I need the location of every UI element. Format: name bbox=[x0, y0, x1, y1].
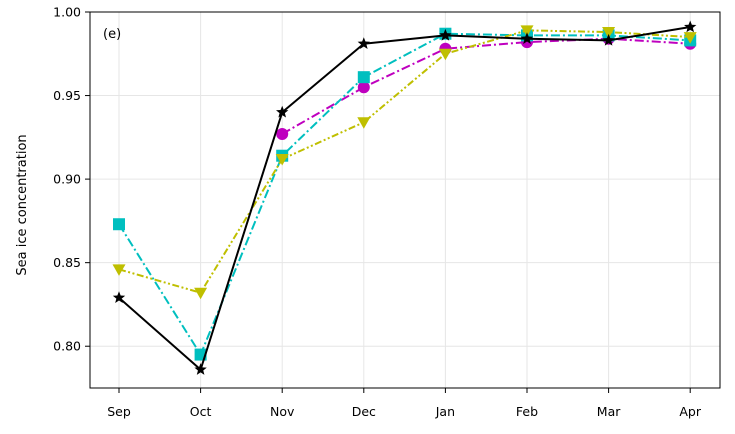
data-point-triangle bbox=[194, 287, 208, 300]
x-tick-label: Apr bbox=[679, 404, 701, 419]
y-tick-label: 0.85 bbox=[53, 255, 81, 270]
data-point-triangle bbox=[275, 154, 289, 166]
data-point-square bbox=[357, 71, 370, 84]
data-point-circle bbox=[276, 127, 289, 140]
y-tick-label: 0.80 bbox=[53, 339, 81, 354]
x-tick-label: Nov bbox=[270, 404, 295, 419]
y-axis-label: Sea ice concentration bbox=[15, 134, 30, 275]
series-line bbox=[118, 26, 691, 371]
series-line bbox=[118, 32, 691, 356]
series-group bbox=[112, 20, 697, 375]
x-tick-label: Dec bbox=[352, 404, 376, 419]
data-point-star bbox=[357, 37, 370, 50]
data-point-star bbox=[520, 32, 534, 44]
x-tick-label: Mar bbox=[597, 404, 621, 419]
data-point-star bbox=[194, 363, 207, 375]
series-line bbox=[118, 29, 691, 294]
panel-label: (e) bbox=[103, 27, 121, 42]
x-tick-label: Feb bbox=[516, 404, 538, 419]
plot-frame bbox=[89, 11, 721, 389]
data-point-triangle bbox=[357, 117, 371, 129]
data-point-triangle bbox=[683, 32, 697, 44]
data-point-circle bbox=[357, 81, 370, 94]
data-point-triangle bbox=[112, 264, 126, 276]
x-tick-label: Jan bbox=[435, 404, 455, 419]
data-point-star bbox=[276, 105, 289, 118]
data-point-triangle bbox=[520, 25, 534, 37]
data-point-star bbox=[684, 20, 697, 33]
data-point-triangle bbox=[602, 27, 616, 39]
data-point-triangle bbox=[438, 48, 452, 61]
series-line bbox=[281, 37, 691, 135]
series-3 bbox=[112, 25, 697, 300]
data-point-star bbox=[112, 291, 126, 304]
y-tick-label: 0.90 bbox=[53, 172, 81, 187]
x-axis: Sep Oct Nov Dec Jan Feb Mar Apr bbox=[107, 388, 702, 419]
series-1 bbox=[276, 32, 697, 140]
data-point-star bbox=[602, 33, 615, 46]
data-point-square bbox=[113, 218, 125, 231]
x-tick-label: Sep bbox=[107, 404, 131, 419]
series-4 bbox=[112, 20, 697, 375]
x-tick-label: Oct bbox=[190, 404, 212, 419]
data-point-star bbox=[439, 28, 452, 41]
y-axis: 0.80 0.85 0.90 0.95 1.00 bbox=[53, 5, 90, 354]
y-tick-label: 0.95 bbox=[53, 88, 81, 103]
y-tick-label: 1.00 bbox=[53, 5, 81, 20]
